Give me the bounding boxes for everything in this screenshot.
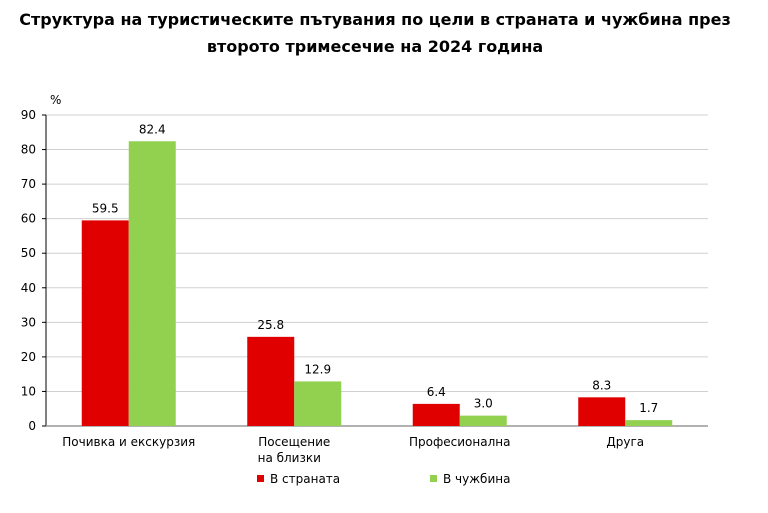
- chart-title-line-1: Структура на туристическите пътувания по…: [19, 10, 731, 29]
- y-axis-label: %: [50, 93, 61, 107]
- bar-domestic: [412, 403, 460, 426]
- legend-label: В страната: [270, 472, 340, 486]
- data-label: 59.5: [92, 201, 119, 215]
- data-label: 3.0: [474, 397, 493, 411]
- bar-abroad: [128, 141, 176, 427]
- data-label: 6.4: [427, 385, 446, 399]
- y-tick-label: 70: [21, 177, 36, 191]
- data-label: 1.7: [639, 401, 658, 415]
- bar-abroad: [625, 420, 673, 426]
- data-label: 8.3: [592, 378, 611, 392]
- y-tick-label: 30: [21, 315, 36, 329]
- bar-abroad: [294, 381, 342, 426]
- y-tick-label: 80: [21, 143, 36, 157]
- bar-domestic: [247, 336, 295, 426]
- legend-label: В чужбина: [443, 472, 510, 486]
- y-tick-label: 50: [21, 246, 36, 260]
- x-tick-label: Друга: [606, 435, 644, 449]
- y-tick-label: 40: [21, 281, 36, 295]
- bar-domestic: [81, 220, 129, 426]
- x-tick-label: Почивка и екскурзия: [62, 435, 195, 449]
- y-tick-label: 10: [21, 384, 36, 398]
- y-tick-label: 0: [28, 419, 36, 433]
- legend-marker: [257, 475, 264, 482]
- y-tick-label: 20: [21, 350, 36, 364]
- x-tick-label: Професионална: [409, 435, 510, 449]
- bar-abroad: [459, 415, 507, 426]
- y-tick-label: 90: [21, 108, 36, 122]
- x-tick-label: Посещение: [258, 435, 330, 449]
- legend-marker: [430, 475, 437, 482]
- x-tick-label: на близки: [258, 451, 321, 465]
- data-label: 82.4: [139, 122, 166, 136]
- y-tick-label: 60: [21, 212, 36, 226]
- data-label: 25.8: [257, 318, 284, 332]
- chart-title-line-2: второто тримесечие на 2024 година: [206, 37, 544, 56]
- data-label: 12.9: [304, 362, 331, 376]
- bar-domestic: [578, 397, 626, 426]
